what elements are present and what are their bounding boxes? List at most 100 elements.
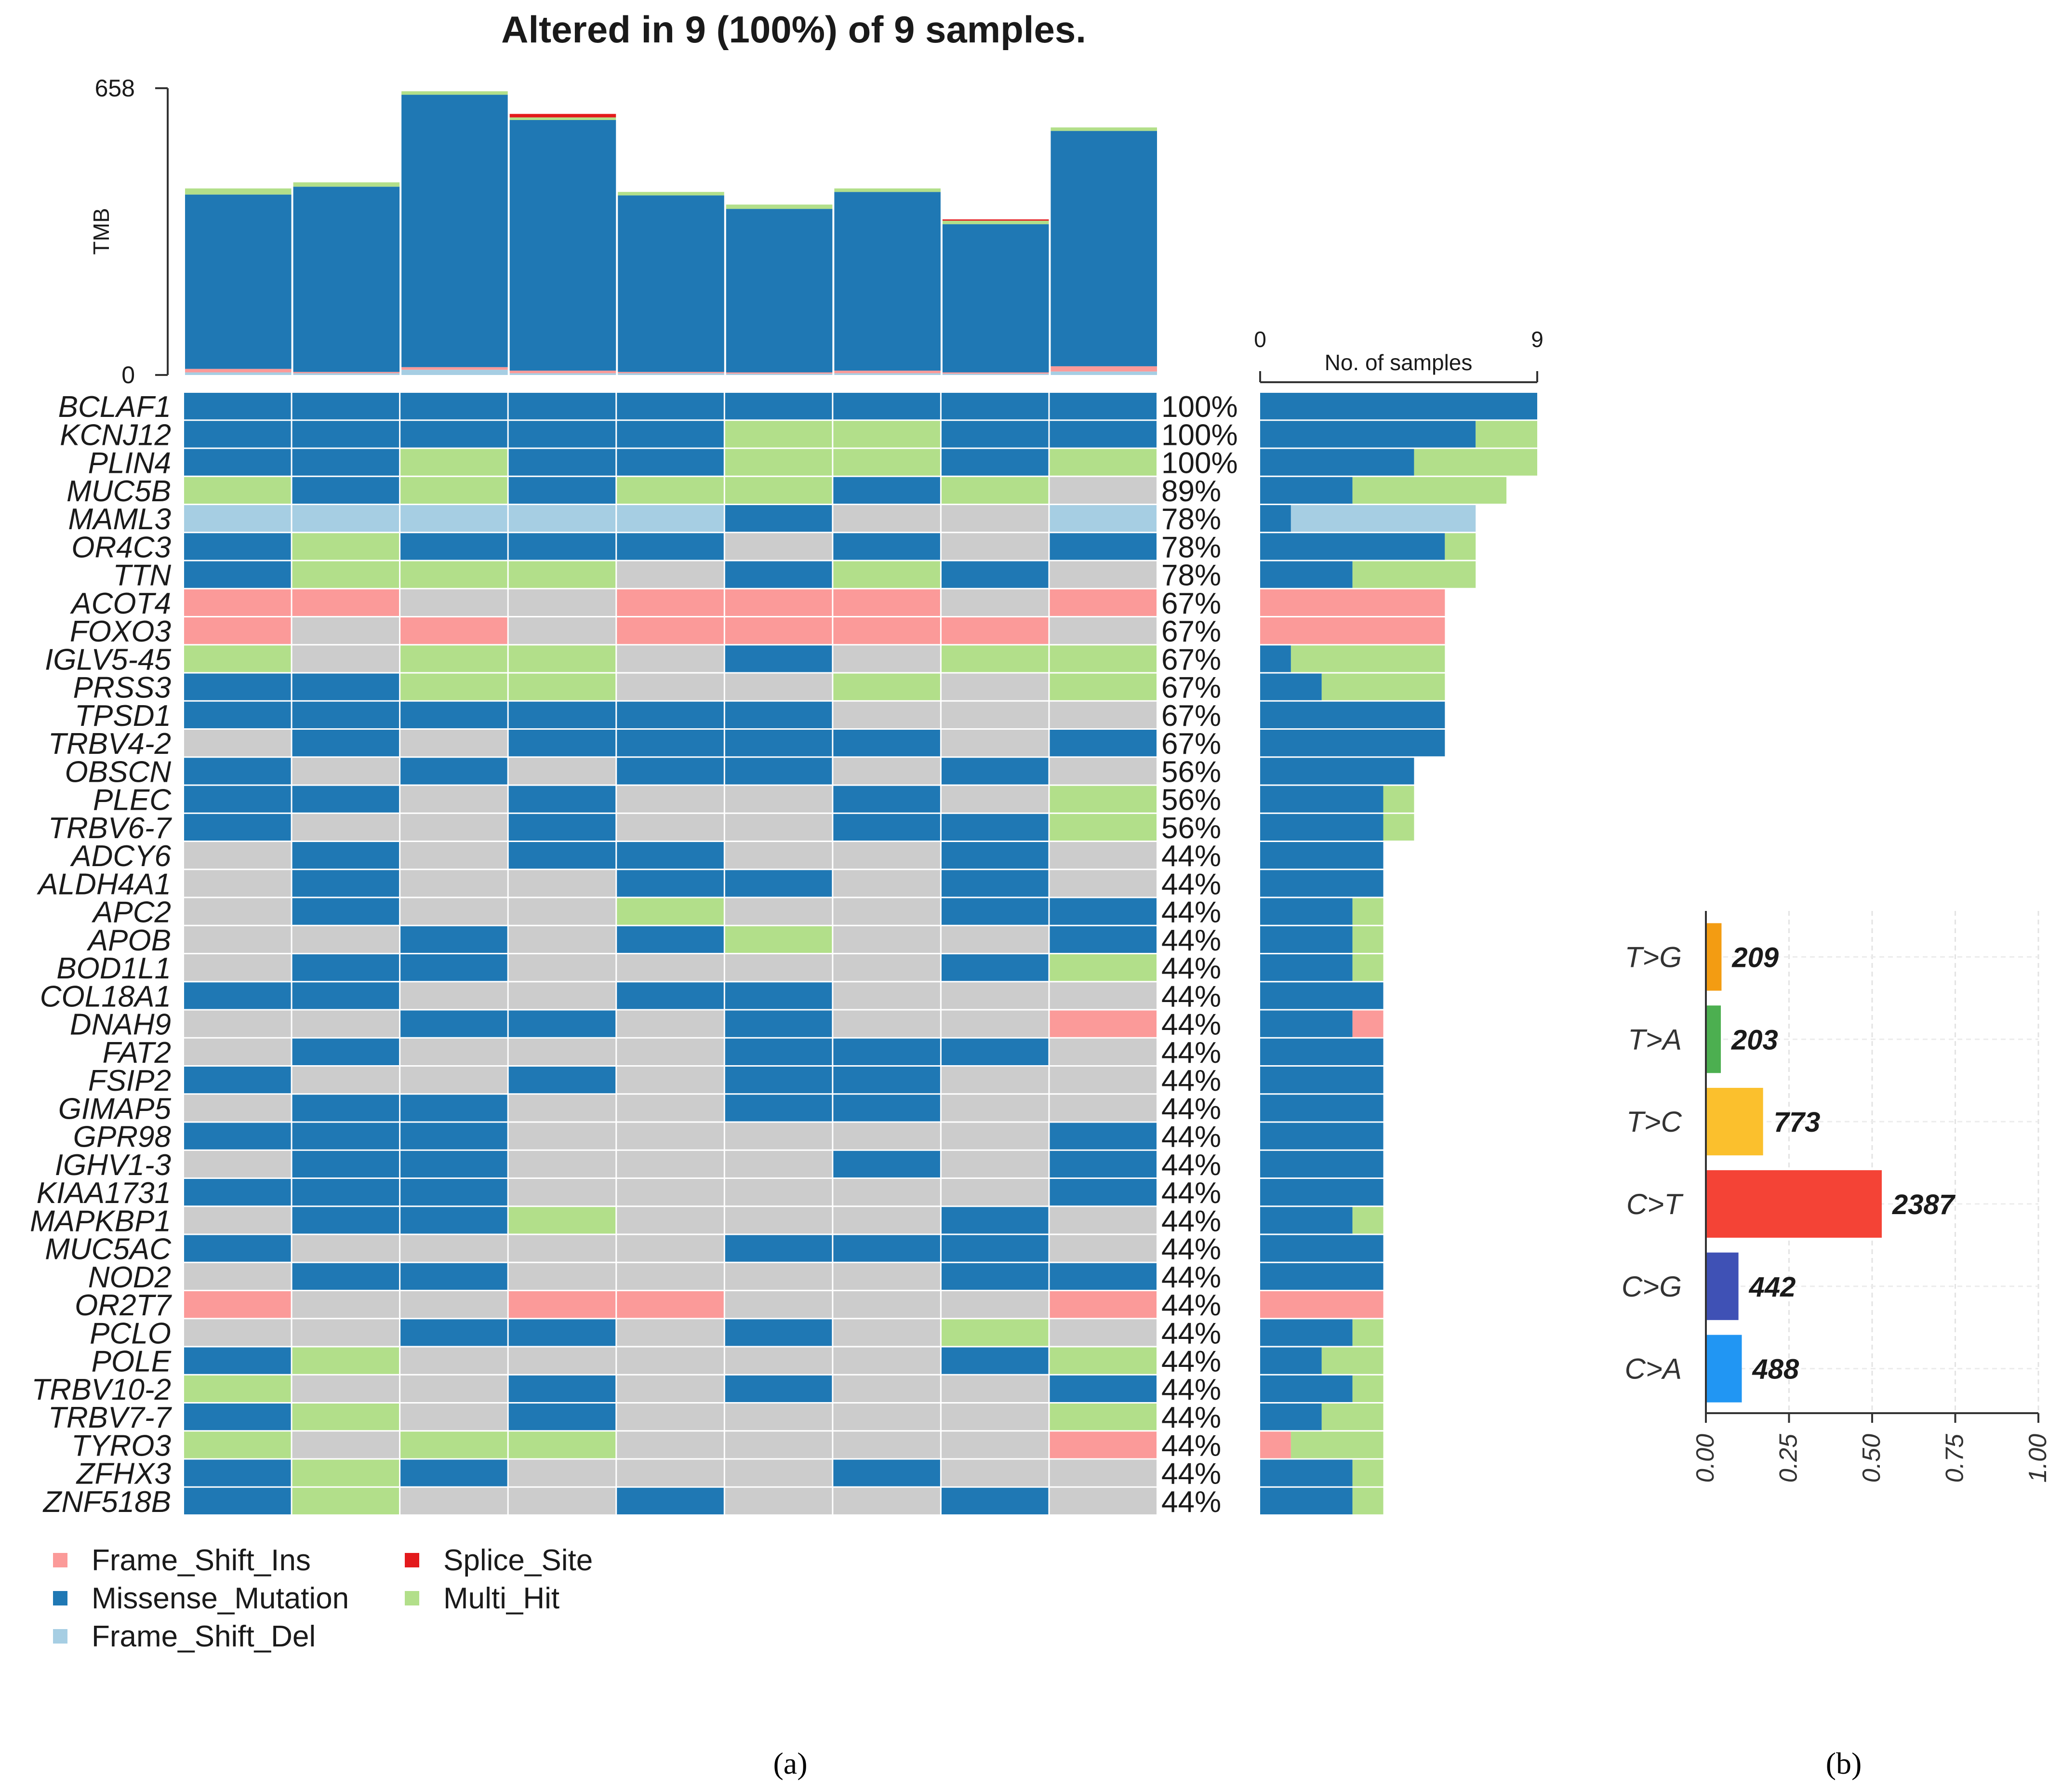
cell-MUC5B-s1 — [184, 477, 291, 504]
tmb-bar-s5-fs_ins — [618, 372, 724, 374]
gene-pct-MUC5B: 89% — [1161, 475, 1221, 508]
tmb-bar-s1-multi — [185, 188, 292, 195]
cell-TPSD1-s8 — [941, 701, 1049, 728]
cell-FOXO3-s7 — [833, 617, 940, 644]
cell-DNAH9-s7 — [833, 1010, 940, 1037]
cell-MAML3-s3 — [400, 505, 507, 532]
cell-IGHV1-3-s8 — [941, 1150, 1049, 1177]
cell-MUC5AC-s6 — [725, 1235, 832, 1262]
cell-MAML3-s4 — [508, 505, 616, 532]
cell-TRBV7-7-s4 — [508, 1404, 616, 1431]
gene-label-MAML3: MAML3 — [68, 503, 171, 536]
gene-pct-TPSD1: 67% — [1161, 699, 1221, 733]
cell-PCLO-s3 — [400, 1319, 507, 1346]
side-bar-OR2T7-I — [1260, 1291, 1384, 1318]
gene-label-OR2T7: OR2T7 — [75, 1289, 172, 1322]
cell-FSIP2-s2 — [292, 1067, 399, 1094]
cell-IGHV1-3-s5 — [617, 1150, 724, 1177]
cell-ADCY6-s3 — [400, 842, 507, 869]
cell-OR4C3-s4 — [508, 533, 616, 560]
cell-TRBV4-2-s5 — [617, 730, 724, 757]
gene-pct-TRBV6-7: 56% — [1161, 812, 1221, 845]
side-bar-TRBV6-7-M — [1260, 814, 1384, 841]
side-bar-PCLO-H — [1352, 1319, 1384, 1346]
cell-KIAA1731-s1 — [184, 1179, 291, 1206]
cell-PLEC-s6 — [725, 786, 832, 813]
cell-ACOT4-s6 — [725, 589, 832, 616]
gene-label-KCNJ12: KCNJ12 — [60, 418, 171, 452]
cell-NOD2-s3 — [400, 1263, 507, 1290]
cell-ZNF518B-s3 — [400, 1487, 507, 1514]
cell-POLE-s3 — [400, 1347, 507, 1374]
cell-TRBV10-2-s1 — [184, 1375, 291, 1402]
tmb-y-axis-label: TMB — [89, 208, 114, 254]
cell-FOXO3-s1 — [184, 617, 291, 644]
gene-label-BCLAF1: BCLAF1 — [58, 390, 171, 424]
tmb-bar-s1-missense — [185, 194, 292, 369]
gene-label-POLE: POLE — [92, 1345, 172, 1378]
cell-GPR98-s2 — [292, 1123, 399, 1150]
cell-MUC5AC-s1 — [184, 1235, 291, 1262]
cell-TPSD1-s9 — [1050, 701, 1157, 728]
cell-OR2T7-s6 — [725, 1291, 832, 1318]
side-bar-PRSS3-M — [1260, 673, 1322, 700]
cell-PRSS3-s6 — [725, 673, 832, 700]
side-bar-ALDH4A1-M — [1260, 870, 1384, 897]
cell-KIAA1731-s8 — [941, 1179, 1049, 1206]
side-bar-ZFHX3-H — [1352, 1459, 1384, 1486]
tmb-bar-s3-multi — [401, 91, 508, 95]
cell-APOB-s4 — [508, 926, 616, 953]
tmb-bar-s6-missense — [726, 209, 833, 373]
cell-APOB-s5 — [617, 926, 724, 953]
gene-pct-BOD1L1: 44% — [1161, 952, 1221, 985]
cell-FSIP2-s7 — [833, 1067, 940, 1094]
cell-DNAH9-s6 — [725, 1010, 832, 1037]
gene-label-FOXO3: FOXO3 — [70, 615, 171, 648]
gene-pct-POLE: 44% — [1161, 1345, 1221, 1378]
cell-PRSS3-s3 — [400, 673, 507, 700]
cell-OR2T7-s9 — [1050, 1291, 1157, 1318]
gene-label-PCLO: PCLO — [90, 1317, 171, 1350]
cell-FOXO3-s5 — [617, 617, 724, 644]
cell-GPR98-s8 — [941, 1123, 1049, 1150]
cell-FSIP2-s8 — [941, 1067, 1049, 1094]
side-bar-APOB-H — [1352, 926, 1384, 953]
cell-MUC5B-s2 — [292, 477, 399, 504]
cell-ZNF518B-s4 — [508, 1487, 616, 1514]
cell-APOB-s7 — [833, 926, 940, 953]
cell-PRSS3-s8 — [941, 673, 1049, 700]
gene-pct-OR4C3: 78% — [1161, 531, 1221, 564]
cell-MAPKBP1-s3 — [400, 1207, 507, 1234]
cell-PCLO-s8 — [941, 1319, 1049, 1346]
cell-DNAH9-s9 — [1050, 1010, 1157, 1037]
cell-PLEC-s8 — [941, 786, 1049, 813]
cell-TYRO3-s7 — [833, 1431, 940, 1458]
cell-ACOT4-s8 — [941, 589, 1049, 616]
cell-BOD1L1-s7 — [833, 954, 940, 981]
side-bar-FOXO3-I — [1260, 617, 1445, 644]
cell-MAML3-s9 — [1050, 505, 1157, 532]
gene-label-PRSS3: PRSS3 — [73, 671, 171, 705]
cell-IGLV5-45-s2 — [292, 645, 399, 672]
cell-MUC5AC-s5 — [617, 1235, 724, 1262]
cell-TTN-s7 — [833, 561, 940, 588]
side-bar-PLIN4-M — [1260, 449, 1414, 476]
cell-OR4C3-s8 — [941, 533, 1049, 560]
side-bar-APC2-H — [1352, 898, 1384, 925]
cell-KCNJ12-s5 — [617, 421, 724, 448]
cell-TRBV7-7-s1 — [184, 1404, 291, 1431]
side-bar-TRBV10-2-M — [1260, 1375, 1353, 1402]
cell-MAPKBP1-s4 — [508, 1207, 616, 1234]
substitution-bar-T>C — [1706, 1088, 1763, 1156]
cell-MAPKBP1-s1 — [184, 1207, 291, 1234]
cell-PLEC-s4 — [508, 786, 616, 813]
cell-MAML3-s5 — [617, 505, 724, 532]
cell-TYRO3-s1 — [184, 1431, 291, 1458]
cell-MAML3-s1 — [184, 505, 291, 532]
cell-IGHV1-3-s9 — [1050, 1150, 1157, 1177]
cell-OR2T7-s5 — [617, 1291, 724, 1318]
cell-GIMAP5-s1 — [184, 1095, 291, 1122]
side-bar-KCNJ12-M — [1260, 421, 1476, 448]
gene-pct-ACOT4: 67% — [1161, 587, 1221, 620]
gene-label-PLIN4: PLIN4 — [88, 447, 171, 480]
